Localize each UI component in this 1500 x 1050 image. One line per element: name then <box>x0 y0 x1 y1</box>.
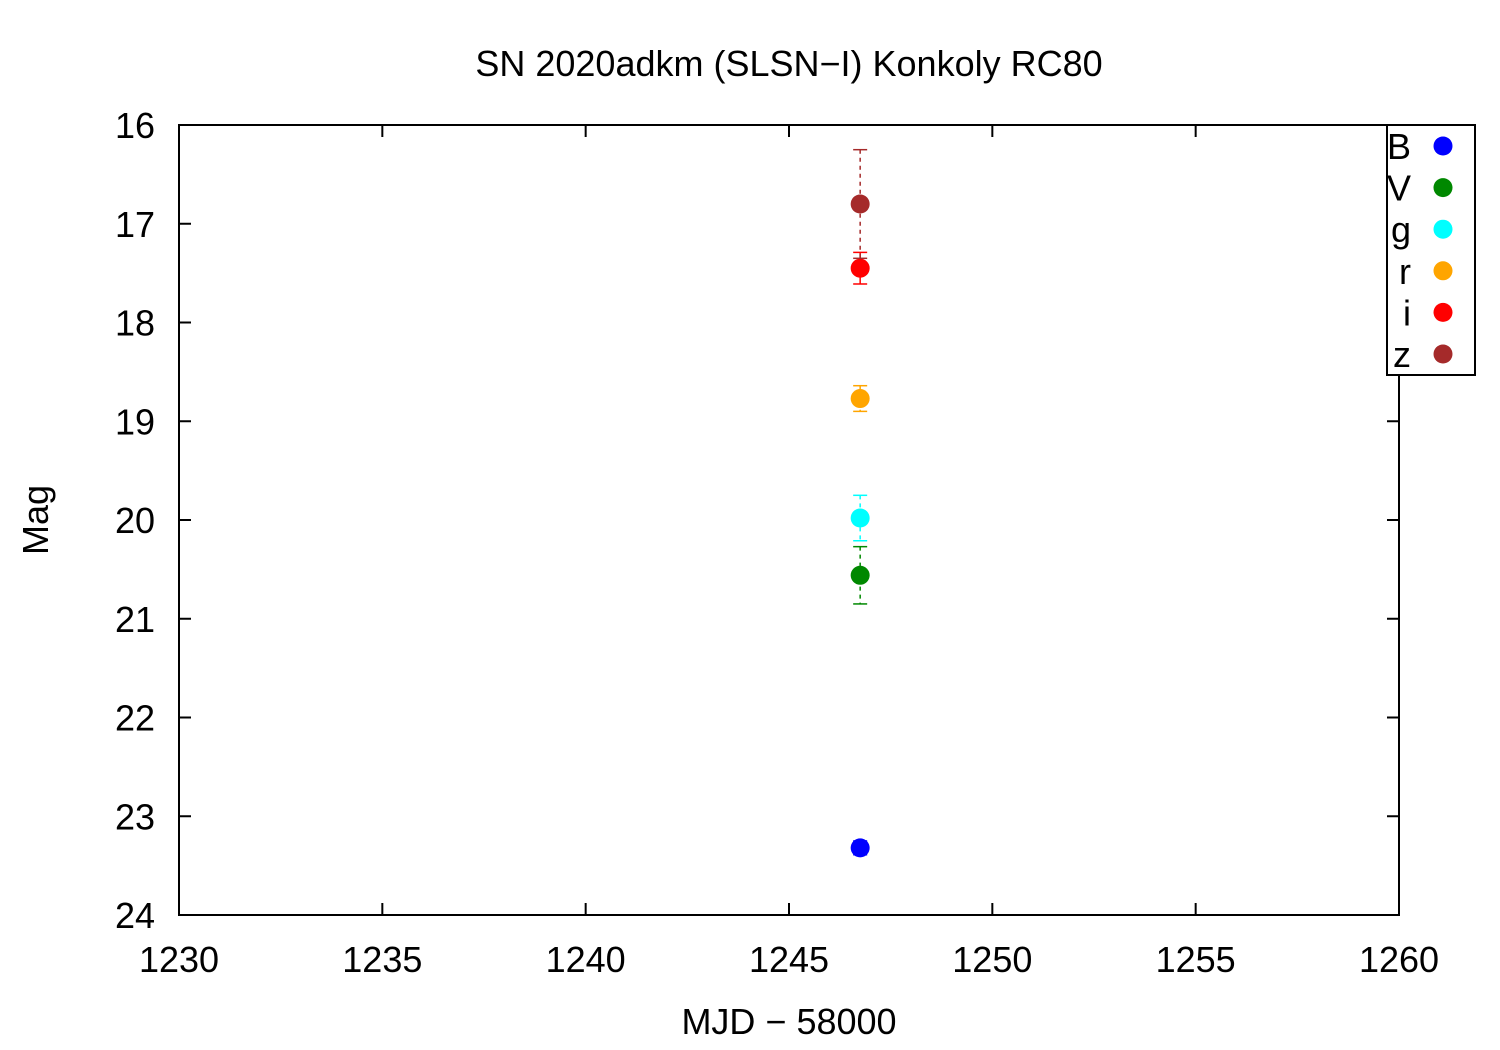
x-tick-label: 1235 <box>342 939 422 980</box>
data-point <box>850 194 870 214</box>
legend-marker <box>1433 219 1453 239</box>
data-point <box>850 508 870 528</box>
y-tick-label: 20 <box>115 500 155 541</box>
legend-box <box>1386 124 1476 376</box>
series-B <box>850 838 870 858</box>
x-axis: 1230 1235 1240 1245 1250 1255 1260 <box>139 125 1439 980</box>
data-point <box>850 565 870 585</box>
series-z <box>850 148 870 260</box>
y-tick-label: 24 <box>115 895 155 936</box>
x-tick-label: 1230 <box>139 939 219 980</box>
legend-marker <box>1433 261 1453 281</box>
y-tick-label: 17 <box>115 204 155 245</box>
y-tick-label: 16 <box>115 105 155 146</box>
plot-frame <box>178 124 1400 916</box>
series-g <box>850 494 870 542</box>
y-tick-label: 18 <box>115 303 155 344</box>
x-tick-label: 1255 <box>1156 939 1236 980</box>
legend-marker <box>1433 344 1453 364</box>
x-tick-label: 1245 <box>749 939 829 980</box>
x-axis-label: MJD − 58000 <box>681 1001 896 1042</box>
y-axis: 16 17 18 19 20 21 22 23 24 <box>115 105 1399 936</box>
legend-label: i <box>1403 292 1411 333</box>
x-tick-label: 1250 <box>952 939 1032 980</box>
legend-marker <box>1433 302 1453 322</box>
data-point <box>850 389 870 409</box>
y-tick-label: 21 <box>115 599 155 640</box>
y-tick-label: 23 <box>115 796 155 837</box>
data-point <box>850 258 870 278</box>
series-V <box>850 545 870 605</box>
legend-label: z <box>1393 334 1411 375</box>
legend-marker <box>1433 136 1453 156</box>
legend-label: r <box>1399 251 1411 292</box>
y-axis-label: Mag <box>15 485 56 555</box>
y-tick-label: 19 <box>115 401 155 442</box>
x-tick-label: 1260 <box>1359 939 1439 980</box>
legend-label: B <box>1387 126 1411 167</box>
series-i <box>850 251 870 285</box>
chart-title: SN 2020adkm (SLSN−I) Konkoly RC80 <box>475 43 1102 84</box>
legend-label: g <box>1391 209 1411 250</box>
data-series <box>850 148 870 858</box>
x-tick-label: 1240 <box>546 939 626 980</box>
legend-label: V <box>1387 168 1411 209</box>
y-tick-label: 22 <box>115 698 155 739</box>
data-point <box>850 838 870 858</box>
series-r <box>850 384 870 413</box>
legend-marker <box>1433 178 1453 198</box>
